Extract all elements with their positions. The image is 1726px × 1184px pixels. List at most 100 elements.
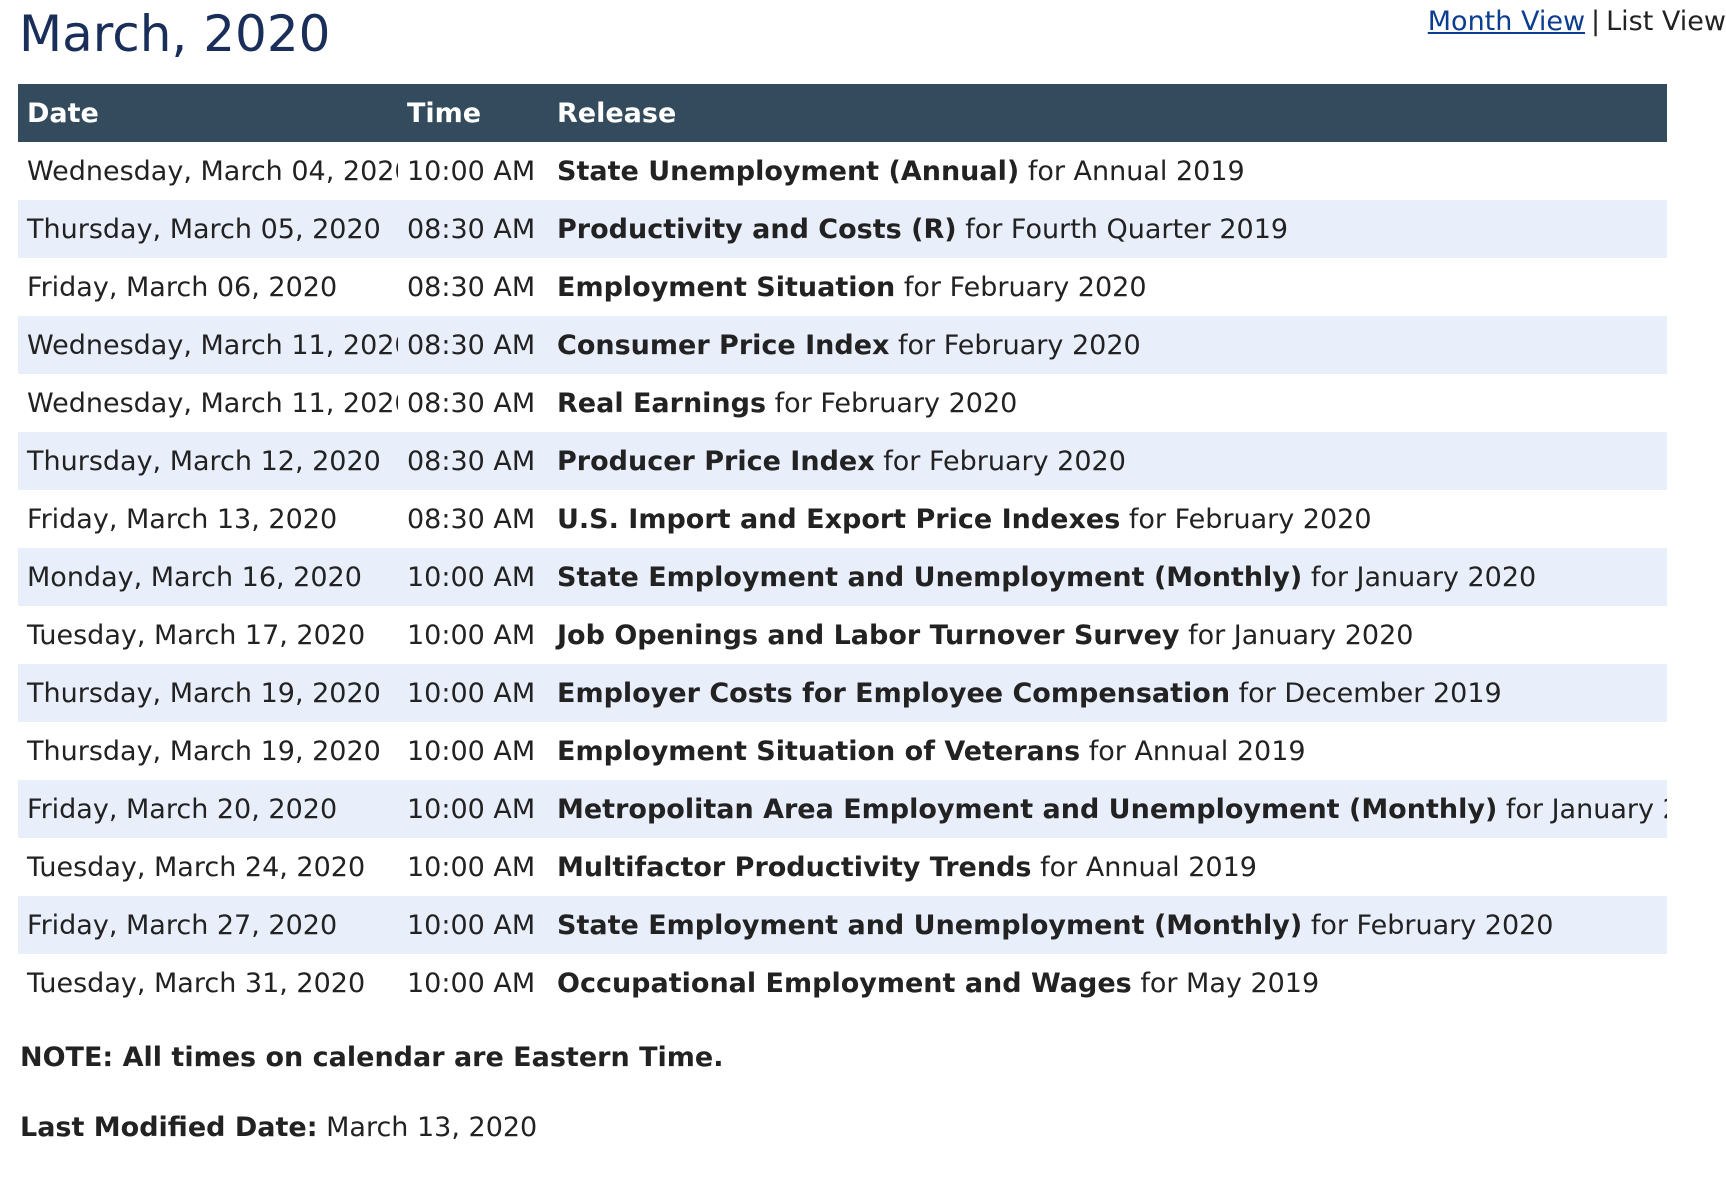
release-period: for February 2020 bbox=[774, 387, 1018, 419]
table-row: Tuesday, March 31, 2020 10:00 AM Occupatio… bbox=[18, 954, 1667, 1012]
release-period: for February 2020 bbox=[1310, 909, 1554, 941]
release-time: 10:00 AM bbox=[407, 735, 536, 767]
release-cell: U.S. Import and Export Price Indexes for… bbox=[548, 490, 1667, 548]
release-period: for February 2020 bbox=[898, 329, 1141, 361]
release-name: Producer Price Index bbox=[557, 445, 875, 477]
list-view-label: List View bbox=[1606, 6, 1726, 37]
release-cell: Consumer Price Index for February 2020 bbox=[548, 316, 1667, 374]
release-time: 08:30 AM bbox=[398, 316, 548, 374]
column-header-time: Time bbox=[398, 84, 548, 142]
release-date: Friday, March 20, 2020 bbox=[18, 780, 398, 838]
release-period: for Annual 2019 bbox=[1088, 735, 1306, 767]
release-cell: Producer Price Index for February 2020 bbox=[548, 432, 1667, 490]
table-row: Tuesday, March 24, 2020 10:00 AM Multifact… bbox=[18, 838, 1667, 896]
column-header-release: Release bbox=[548, 84, 1667, 142]
last-modified-label: Last Modified Date: bbox=[20, 1112, 318, 1143]
release-time: 08:30 AM bbox=[407, 271, 536, 303]
column-header-date: Date bbox=[18, 84, 398, 142]
release-name: Employment Situation of Veterans bbox=[557, 735, 1081, 767]
table-row: Monday, March 16, 2020 10:00 AM State Empl… bbox=[18, 548, 1667, 606]
release-cell: Metropolitan Area Employment and Unemplo… bbox=[548, 780, 1667, 838]
release-time: 08:30 AM bbox=[398, 200, 548, 258]
release-name: U.S. Import and Export Price Indexes bbox=[557, 503, 1121, 535]
last-modified: Last Modified Date: March 13, 2020 bbox=[20, 1112, 537, 1143]
table-row: Friday, March 20, 2020 10:00 AM Metropolit… bbox=[18, 780, 1667, 838]
release-period: for May 2019 bbox=[1140, 967, 1320, 999]
release-date: Tuesday, March 17, 2020 bbox=[27, 619, 366, 651]
timezone-note: NOTE: All times on calendar are Eastern … bbox=[20, 1042, 724, 1073]
release-date: Monday, March 16, 2020 bbox=[18, 548, 398, 606]
view-toggle: Month View | List View bbox=[1366, 4, 1726, 40]
table-row: Thursday, March 19, 2020 10:00 AM Employme… bbox=[18, 722, 1667, 780]
table-row: Wednesday, March 04, 2020 10:00 AM State U… bbox=[18, 142, 1667, 200]
table-row: Friday, March 13, 2020 08:30 AM U.S. Impor… bbox=[18, 490, 1667, 548]
release-date: Friday, March 27, 2020 bbox=[18, 896, 398, 954]
release-date: Tuesday, March 24, 2020 bbox=[27, 851, 366, 883]
release-time: 08:30 AM bbox=[398, 432, 548, 490]
table-row: Friday, March 06, 2020 08:30 AM Employment… bbox=[18, 258, 1667, 316]
release-name: Multifactor Productivity Trends bbox=[557, 851, 1032, 883]
release-cell: State Employment and Unemployment (Month… bbox=[548, 896, 1667, 954]
release-date: Tuesday, March 31, 2020 bbox=[27, 967, 366, 999]
view-separator: | bbox=[1591, 6, 1601, 37]
release-cell: State Unemployment (Annual) for Annual 2… bbox=[548, 142, 1667, 200]
table-header-row: Date Time Release bbox=[18, 84, 1667, 142]
release-time: 08:30 AM bbox=[407, 503, 536, 535]
release-period: for February 2020 bbox=[1128, 503, 1372, 535]
release-date: Thursday, March 19, 2020 bbox=[18, 664, 398, 722]
release-cell: Employment Situation of Veterans for Ann… bbox=[548, 722, 1667, 780]
release-time: 10:00 AM bbox=[407, 619, 536, 651]
release-time: 10:00 AM bbox=[398, 896, 548, 954]
release-cell: Real Earnings for February 2020 bbox=[548, 374, 1667, 432]
release-name: Employer Costs for Employee Compensation bbox=[557, 677, 1231, 709]
release-schedule-table: Date Time Release Wednesday, March 04, 2… bbox=[18, 84, 1667, 1012]
release-date: Thursday, March 12, 2020 bbox=[18, 432, 398, 490]
last-modified-value: March 13, 2020 bbox=[326, 1112, 538, 1143]
release-cell: Job Openings and Labor Turnover Survey f… bbox=[548, 606, 1667, 664]
release-date: Wednesday, March 11, 2020 bbox=[27, 387, 398, 419]
release-cell: Multifactor Productivity Trends for Annu… bbox=[548, 838, 1667, 896]
release-time: 08:30 AM bbox=[407, 387, 536, 419]
release-date: Friday, March 13, 2020 bbox=[27, 503, 338, 535]
release-period: for January 2020 bbox=[1505, 793, 1667, 825]
table-row: Friday, March 27, 2020 10:00 AM State Empl… bbox=[18, 896, 1667, 954]
release-period: for Fourth Quarter 2019 bbox=[965, 213, 1289, 245]
table-row: Wednesday, March 11, 2020 08:30 AM Consume… bbox=[18, 316, 1667, 374]
release-date: Thursday, March 19, 2020 bbox=[27, 735, 381, 767]
release-cell: Occupational Employment and Wages for Ma… bbox=[548, 954, 1667, 1012]
release-name: Productivity and Costs (R) bbox=[557, 213, 957, 245]
table-row: Wednesday, March 11, 2020 08:30 AM Real Ea… bbox=[18, 374, 1667, 432]
release-cell: Productivity and Costs (R) for Fourth Qu… bbox=[548, 200, 1667, 258]
release-name: Consumer Price Index bbox=[557, 329, 890, 361]
release-name: Employment Situation bbox=[557, 271, 896, 303]
table-row: Thursday, March 05, 2020 08:30 AM Producti… bbox=[18, 200, 1667, 258]
release-date: Wednesday, March 11, 2020 bbox=[18, 316, 398, 374]
month-view-link[interactable]: Month View bbox=[1427, 6, 1586, 37]
release-date: Friday, March 06, 2020 bbox=[27, 271, 338, 303]
table-row: Thursday, March 12, 2020 08:30 AM Producer… bbox=[18, 432, 1667, 490]
release-time: 10:00 AM bbox=[398, 664, 548, 722]
table-header: Date Time Release bbox=[18, 84, 1667, 142]
table-body: Wednesday, March 04, 2020 10:00 AM State U… bbox=[18, 142, 1667, 1012]
release-name: State Unemployment (Annual) bbox=[557, 155, 1020, 187]
release-cell: State Employment and Unemployment (Month… bbox=[548, 548, 1667, 606]
release-name: Metropolitan Area Employment and Unemplo… bbox=[557, 793, 1498, 825]
release-cell: Employer Costs for Employee Compensation… bbox=[548, 664, 1667, 722]
release-time: 10:00 AM bbox=[407, 851, 536, 883]
release-time: 10:00 AM bbox=[407, 967, 536, 999]
table-row: Thursday, March 19, 2020 10:00 AM Employer… bbox=[18, 664, 1667, 722]
release-time: 10:00 AM bbox=[398, 780, 548, 838]
release-date: Thursday, March 05, 2020 bbox=[18, 200, 398, 258]
release-name: State Employment and Unemployment (Month… bbox=[557, 909, 1303, 941]
release-period: for January 2020 bbox=[1310, 561, 1537, 593]
release-time: 10:00 AM bbox=[407, 155, 536, 187]
release-period: for Annual 2019 bbox=[1040, 851, 1257, 883]
release-name: Real Earnings bbox=[557, 387, 767, 419]
release-time: 10:00 AM bbox=[398, 548, 548, 606]
release-period: for Annual 2019 bbox=[1027, 155, 1245, 187]
release-period: for February 2020 bbox=[883, 445, 1126, 477]
release-name: Occupational Employment and Wages bbox=[557, 967, 1132, 999]
release-name: State Employment and Unemployment (Month… bbox=[557, 561, 1303, 593]
page-title: March, 2020 bbox=[19, 5, 331, 63]
